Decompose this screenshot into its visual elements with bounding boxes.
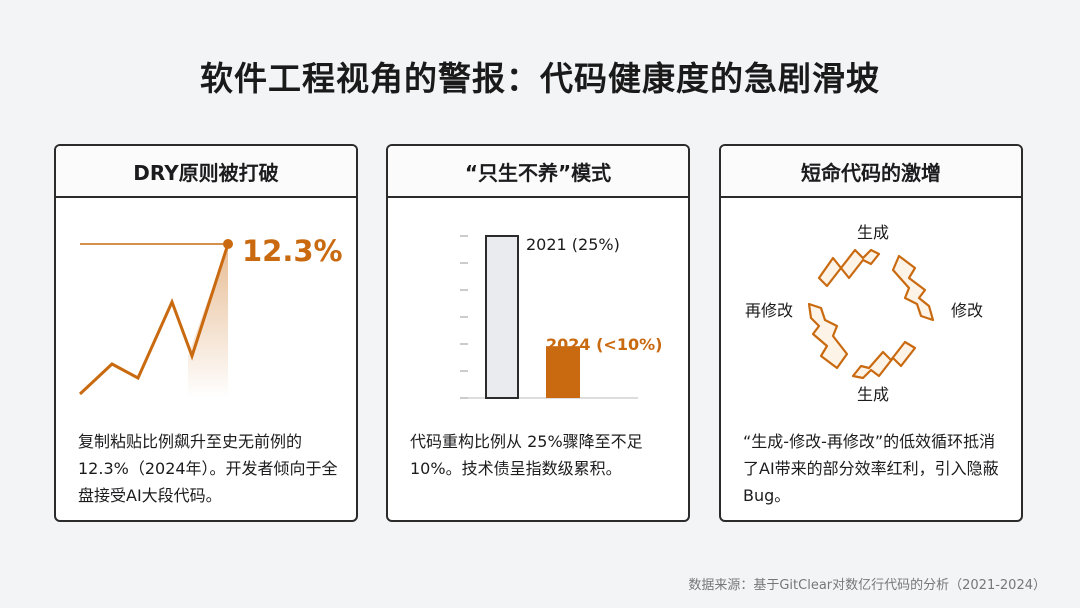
cycle-diagram: 生成 修改 生成 再修改	[745, 223, 983, 404]
bar-2021-label: 2021 (25%)	[526, 235, 620, 254]
bar-2024-label: 2024 (<10%)	[546, 335, 662, 354]
page-title: 软件工程视角的警报：代码健康度的急剧滑坡	[200, 59, 880, 98]
cycle-arrow-top	[817, 248, 881, 288]
card-description: 代码重构比例从 25%骤降至不足10%。技术债呈指数级累积。	[410, 432, 643, 478]
cycle-arrows	[807, 248, 935, 380]
cycle-label-bottom: 生成	[857, 385, 889, 404]
bar-2021	[485, 235, 519, 399]
cycle-arrow-bottom	[851, 340, 917, 380]
cycle-arrow-left	[807, 302, 849, 370]
card-heading: 短命代码的激增	[721, 146, 1021, 198]
trend-value-label: 12.3%	[242, 234, 343, 268]
card-description: 复制粘贴比例飙升至史无前例的12.3%（2024年）。开发者倾向于全盘接受AI大…	[78, 432, 338, 505]
trend-line-chart: 12.3%	[78, 234, 343, 398]
card-heading: DRY原则被打破	[56, 146, 356, 198]
cycle-label-left: 再修改	[745, 301, 793, 320]
card-short-lived-code: 短命代码的激增 生成 修改 生成 再修改 “生成-修改-再修改”的低效循环抵消了…	[719, 144, 1023, 522]
trend-area	[188, 244, 228, 398]
card-description: “生成-修改-再修改”的低效循环抵消了AI带来的部分效率红利，引入隐蔽Bug。	[743, 432, 999, 505]
trend-line	[78, 243, 230, 396]
data-source-note: 数据来源：基于GitClear对数亿行代码的分析（2021-2024）	[688, 578, 1046, 593]
bar-2024	[546, 346, 580, 398]
cycle-arrow-right	[891, 254, 935, 322]
card-no-maintenance: “只生不养”模式 2021 (25%) 2024 (<10%) 代码重构比例从 …	[386, 144, 690, 522]
refactor-bar-chart: 2021 (25%) 2024 (<10%)	[460, 235, 662, 399]
card-heading: “只生不养”模式	[388, 146, 688, 198]
card-dry-principle: DRY原则被打破 12.3% 复制粘贴比例飙升至史无前例的12.3%（2024年…	[54, 144, 358, 522]
cycle-label-top: 生成	[857, 223, 889, 242]
trend-endpoint	[223, 239, 233, 249]
axis-ticks	[460, 235, 468, 399]
cycle-label-right: 修改	[951, 301, 983, 320]
